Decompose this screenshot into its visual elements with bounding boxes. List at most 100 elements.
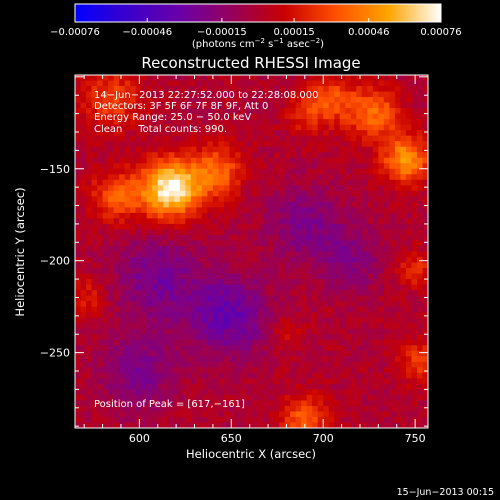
heatmap-cell: [97, 262, 103, 269]
heatmap-cell: [190, 97, 197, 103]
heatmap-cell: [119, 334, 126, 341]
heatmap-cell: [306, 290, 313, 297]
heatmap-cell: [411, 168, 418, 175]
heatmap-cell: [102, 317, 109, 324]
heatmap-cell: [295, 146, 302, 153]
heatmap-cell: [168, 102, 175, 109]
heatmap-cell: [273, 80, 280, 87]
heatmap-cell: [124, 179, 131, 186]
heatmap-cell: [229, 86, 236, 92]
heatmap-cell: [185, 422, 192, 428]
heatmap-cell: [196, 196, 203, 203]
heatmap-cell: [378, 80, 385, 87]
heatmap-cell: [119, 312, 126, 319]
heatmap-cell: [75, 102, 81, 109]
heatmap-cell: [350, 317, 357, 324]
heatmap-cell: [91, 168, 98, 175]
heatmap-cell: [141, 394, 148, 401]
heatmap-cell: [163, 75, 170, 81]
heatmap-cell: [223, 383, 230, 390]
heatmap-cell: [113, 130, 120, 137]
heatmap-cell: [405, 152, 412, 159]
heatmap-cell: [190, 179, 197, 186]
heatmap-cell: [223, 102, 230, 109]
heatmap-cell: [284, 174, 291, 181]
heatmap-cell: [168, 152, 175, 159]
heatmap-cell: [312, 245, 319, 252]
heatmap-cell: [262, 196, 269, 203]
heatmap-cell: [306, 356, 313, 363]
heatmap-cell: [146, 135, 153, 142]
heatmap-cell: [306, 97, 313, 103]
heatmap-cell: [367, 240, 374, 247]
heatmap-cell: [356, 234, 363, 241]
heatmap-cell: [223, 361, 230, 368]
heatmap-cell: [383, 146, 390, 153]
heatmap-cell: [257, 234, 263, 241]
heatmap-cell: [323, 234, 330, 241]
heatmap-cell: [251, 416, 258, 423]
heatmap-cell: [86, 179, 92, 186]
heatmap-cell: [234, 350, 241, 357]
heatmap-cell: [108, 97, 115, 103]
heatmap-cell: [328, 290, 335, 297]
heatmap-cell: [223, 317, 230, 324]
heatmap-cell: [394, 268, 401, 274]
heatmap-cell: [91, 405, 98, 412]
heatmap-cell: [130, 251, 137, 258]
heatmap-cell: [102, 290, 109, 297]
heatmap-cell: [372, 268, 379, 274]
heatmap-cell: [196, 190, 203, 197]
heatmap-cell: [91, 389, 98, 396]
heatmap-cell: [361, 383, 368, 390]
heatmap-cell: [400, 295, 407, 302]
heatmap-cell: [251, 273, 258, 280]
heatmap-cell: [301, 257, 308, 263]
heatmap-cell: [394, 284, 401, 291]
heatmap-cell: [102, 201, 109, 208]
heatmap-cell: [383, 394, 390, 401]
heatmap-cell: [306, 201, 313, 208]
heatmap-cell: [334, 273, 341, 280]
heatmap-cell: [268, 86, 274, 92]
heatmap-cell: [251, 251, 258, 258]
heatmap-cell: [240, 108, 247, 115]
heatmap-cell: [301, 356, 308, 363]
heatmap-cell: [350, 102, 357, 109]
heatmap-cell: [383, 179, 390, 186]
heatmap-cell: [229, 141, 236, 148]
heatmap-cell: [174, 119, 181, 126]
heatmap-cell: [356, 196, 363, 203]
heatmap-cell: [146, 361, 153, 368]
heatmap-cell: [163, 234, 170, 241]
heatmap-cell: [356, 345, 363, 352]
heatmap-cell: [201, 108, 208, 115]
heatmap-cell: [190, 108, 197, 115]
heatmap-cell: [268, 212, 274, 219]
heatmap-cell: [223, 152, 230, 159]
heatmap-cell: [80, 290, 87, 297]
heatmap-cell: [190, 119, 197, 126]
heatmap-cell: [345, 273, 352, 280]
heatmap-cell: [251, 86, 258, 92]
heatmap-cell: [174, 312, 181, 319]
heatmap-cell: [416, 394, 423, 401]
heatmap-cell: [416, 223, 423, 230]
heatmap-cell: [86, 312, 92, 319]
heatmap-cell: [284, 251, 291, 258]
heatmap-cell: [152, 102, 159, 109]
heatmap-cell: [273, 168, 280, 175]
heatmap-cell: [301, 229, 308, 236]
heatmap-cell: [190, 130, 197, 137]
heatmap-cell: [416, 102, 423, 109]
heatmap-cell: [367, 422, 374, 428]
heatmap-cell: [130, 130, 137, 137]
heatmap-cell: [212, 152, 219, 159]
heatmap-cell: [80, 367, 87, 374]
heatmap-cell: [306, 163, 313, 170]
heatmap-cell: [356, 273, 363, 280]
heatmap-cell: [91, 334, 98, 341]
heatmap-cell: [185, 141, 192, 148]
heatmap-cell: [168, 389, 175, 396]
heatmap-cell: [91, 301, 98, 308]
